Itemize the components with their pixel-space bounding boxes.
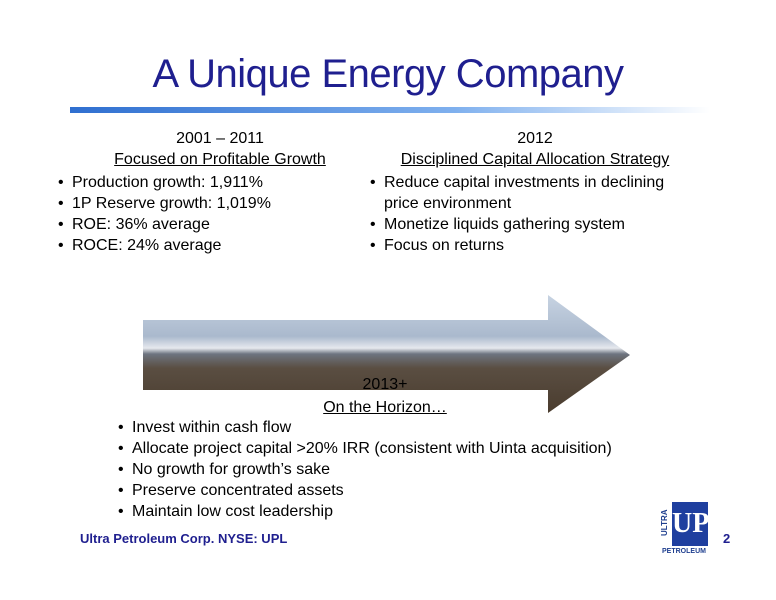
bullet: Allocate project capital >20% IRR (consi… (118, 438, 678, 459)
bullet: No growth for growth’s sake (118, 459, 678, 480)
bullet: Focus on returns (370, 235, 700, 256)
logo: ULTRA UP PETROLEUM (660, 500, 709, 558)
slide-title: A Unique Energy Company (152, 52, 625, 96)
bullet: Invest within cash flow (118, 417, 678, 438)
bullet: Preserve concentrated assets (118, 480, 678, 501)
right-bullets: Reduce capital investments in declining … (370, 172, 700, 256)
bullet: ROCE: 24% average (58, 235, 358, 256)
right-heading: 2012 (517, 130, 553, 147)
footer: Ultra Petroleum Corp. NYSE: UPL (80, 531, 288, 546)
bullet: 1P Reserve growth: 1,019% (58, 193, 358, 214)
bullet: Maintain low cost leadership (118, 501, 678, 522)
bullet: Production growth: 1,911% (58, 172, 358, 193)
bottom-heading: 2013+ (362, 376, 408, 393)
page-number: 2 (723, 531, 731, 546)
title-rule (70, 107, 710, 113)
left-heading: 2001 – 2011 (176, 130, 264, 147)
left-subheading: Focused on Profitable Growth (114, 151, 326, 168)
bullet: ROE: 36% average (58, 214, 358, 235)
bottom-bullets: Invest within cash flowAllocate project … (118, 417, 678, 522)
logo-bottom: PETROLEUM (662, 548, 706, 555)
right-subheading: Disciplined Capital Allocation Strategy (400, 151, 670, 168)
logo-mark: UP (672, 502, 709, 546)
bottom-subheading: On the Horizon… (323, 399, 447, 416)
logo-top: ULTRA (660, 509, 669, 537)
bullet: Monetize liquids gathering system (370, 214, 700, 235)
arrow (143, 295, 630, 413)
bullet: Reduce capital investments in declining … (370, 172, 700, 214)
left-bullets: Production growth: 1,911%1P Reserve grow… (58, 172, 358, 256)
